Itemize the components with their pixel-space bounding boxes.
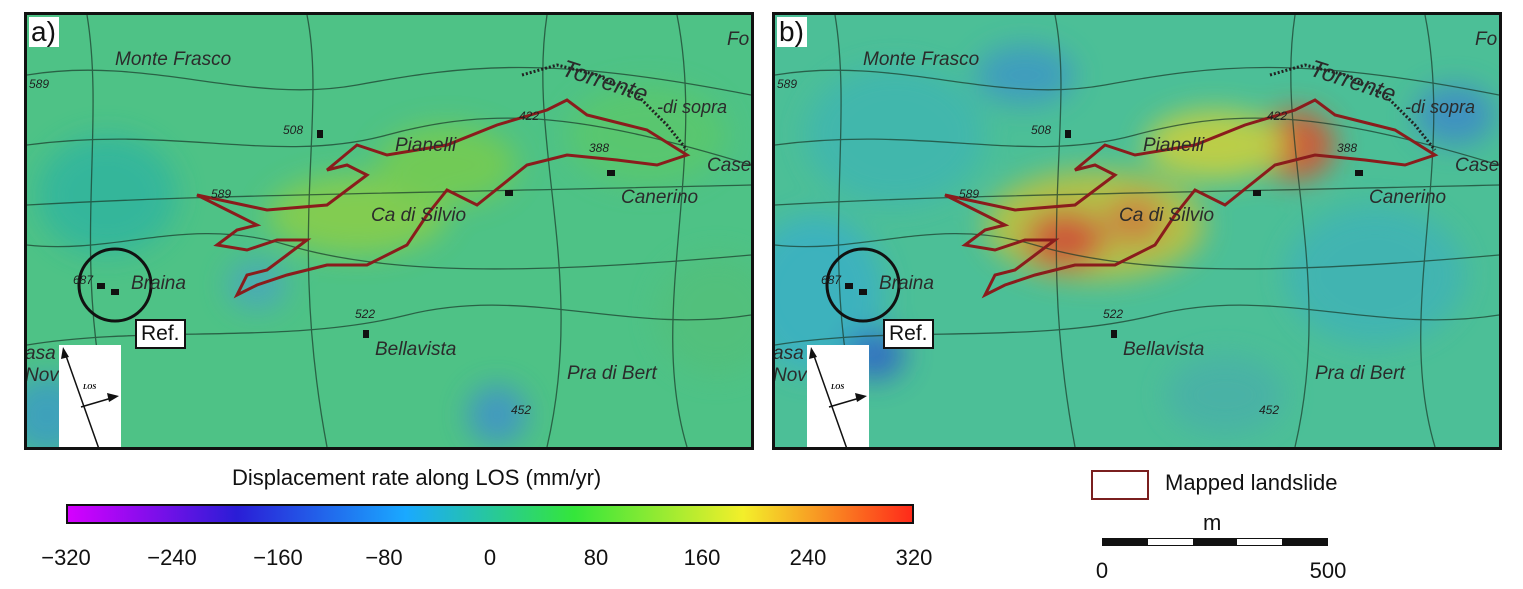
elevation-522-b: 522 [1103,307,1124,321]
place-pianelli-b: Pianelli [1143,135,1205,156]
colorbar-tick: 80 [583,545,609,570]
map-panel-a: a) Monte Frasco Pianelli Ca di Silvio Ca… [24,12,754,450]
mapped-landslide-outline-b [944,98,1439,299]
colorbar-tick: −80 [365,545,403,570]
colorbar [66,504,914,524]
los-indicator: LOS [59,345,121,447]
displacement-map-a [27,15,751,447]
panel-label-a: a) [29,17,59,47]
elevation-522: 522 [355,307,376,321]
place-monte-frasco: Monte Frasco [115,49,232,70]
colorbar-tick: −160 [253,545,303,570]
mapped-landslide-outline [196,98,691,299]
place-asa-b: asa [773,343,804,364]
elevation-508-b: 508 [1031,123,1052,137]
scale-bar [1102,538,1328,546]
river-sublabel: -di sopra [657,97,728,117]
place-canerino-b: Canerino [1369,187,1447,208]
place-nov-b: Nov [773,365,807,386]
elevation-687-b: 687 [821,273,842,287]
reference-circle [77,247,153,323]
reference-label: Ref. [135,319,186,349]
colorbar-tick: 160 [683,545,721,570]
place-fo: Fo [727,29,750,50]
place-monte-frasco-b: Monte Frasco [863,49,980,70]
place-bellavista: Bellavista [375,339,457,360]
place-canerino: Canerino [621,187,699,208]
colorbar-tick: −320 [41,545,91,570]
reference-circle-b [825,247,901,323]
displacement-map-b [775,15,1499,447]
place-bellavista-b: Bellavista [1123,339,1205,360]
place-ca-di-silvio-b: Ca di Silvio [1119,205,1215,226]
scale-unit: m [1203,510,1222,535]
mapped-landslide-label: Mapped landslide [1165,470,1338,495]
scale-start: 0 [1095,558,1109,583]
elevation-388: 388 [589,141,610,155]
elevation-452: 452 [511,403,532,417]
place-fo-b: Fo [1475,29,1498,50]
panel-label-b: b) [777,17,807,47]
place-nov: Nov [25,365,59,386]
place-braina-b: Braina [879,273,934,294]
elevation-388-b: 388 [1337,141,1358,155]
colorbar-tick: 0 [483,545,497,570]
mapped-landslide-swatch [1091,470,1149,500]
place-case: Case [707,155,752,176]
elevation-508: 508 [283,123,304,137]
colorbar-title: Displacement rate along LOS (mm/yr) [232,465,602,490]
reference-label-b: Ref. [883,319,934,349]
los-indicator-b: LOS [807,345,869,447]
place-pra-di-bert-b: Pra di Bert [1315,363,1405,384]
elevation-422: 422 [519,109,540,123]
colorbar-tick: −240 [147,545,197,570]
river-sublabel-b: -di sopra [1405,97,1476,117]
place-ca-di-silvio: Ca di Silvio [371,205,467,226]
elevation-687: 687 [73,273,94,287]
place-braina: Braina [131,273,186,294]
place-pianelli: Pianelli [395,135,457,156]
elevation-589-top-b: 589 [777,77,798,91]
place-asa: asa [25,343,56,364]
elevation-589-b: 589 [959,187,980,201]
elevation-422-b: 422 [1267,109,1288,123]
los-text: LOS [82,383,96,391]
colorbar-tick: 320 [895,545,933,570]
place-pra-di-bert: Pra di Bert [567,363,657,384]
place-case-b: Case [1455,155,1500,176]
scale-end: 500 [1309,558,1347,583]
elevation-589: 589 [211,187,232,201]
colorbar-tick: 240 [789,545,827,570]
elevation-589-top: 589 [29,77,50,91]
los-text-b: LOS [830,383,844,391]
elevation-452-b: 452 [1259,403,1280,417]
map-panel-b: b) Monte Frasco Pianelli Ca di Silvio Ca… [772,12,1502,450]
